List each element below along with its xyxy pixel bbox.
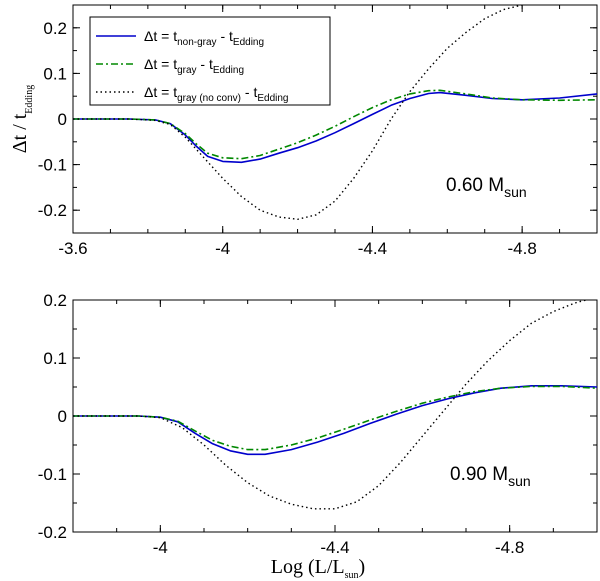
legend-entry-gray-no-conv-mid: - t	[241, 84, 257, 100]
top-series-gray-no-conv	[73, 5, 523, 220]
legend-entry-gray-sub2: Edding	[213, 65, 244, 76]
top-ylabel: Δt / tEdding	[9, 85, 35, 153]
top-series-non-gray	[73, 91, 597, 164]
bottom-ytick-label: 0.2	[43, 291, 67, 310]
bottom-series	[73, 300, 597, 510]
top-mass-annotation: 0.60 Msun	[446, 175, 527, 200]
bottom-xlabel-end: )	[359, 556, 366, 578]
top-xtick-label: -4.8	[507, 239, 536, 258]
legend-entry-non-gray-mid: - t	[217, 28, 233, 44]
legend-box	[89, 16, 331, 106]
top-xtick-label: -4.4	[358, 239, 387, 258]
top-ytick-label: 0.2	[43, 19, 67, 38]
legend-entry-gray-no-conv-prefix: Δt = t	[144, 84, 177, 100]
top-ytick-label: 0	[58, 110, 67, 129]
top-mass-annotation-main: 0.60 M	[446, 175, 504, 196]
top-xtick-label: -4	[215, 239, 230, 258]
legend-entry-non-gray: Δt = tnon-gray - tEdding	[144, 28, 264, 48]
top-series	[73, 5, 597, 220]
legend-entry-gray: Δt = tgray - tEdding	[144, 56, 244, 76]
bottom-series-gray	[73, 385, 597, 451]
bottom-xlabel-main: Log (L/L	[271, 556, 345, 578]
top-ylabel-main: Δt / t	[9, 113, 31, 153]
legend-entry-gray-mid: - t	[197, 56, 213, 72]
bottom-ytick-label: 0.1	[43, 349, 67, 368]
legend-entry-non-gray-sub1: non-gray	[177, 37, 216, 48]
top-xtick-label: -3.6	[58, 239, 87, 258]
legend-entry-non-gray-sub2: Edding	[233, 37, 264, 48]
bottom-mass-annotation-main: 0.90 M	[450, 464, 508, 485]
top-ytick-label: 0.1	[43, 64, 67, 83]
top-ticks: -3.6 -4 -4.4 -4.8 -0.2 -0.1 0 0.1 0.2	[38, 4, 598, 258]
bottom-xtick-label: -4.4	[320, 538, 349, 557]
legend-entry-gray-no-conv-sub1: gray (no conv)	[177, 93, 241, 104]
top-series-gray	[73, 89, 597, 160]
bottom-panel: -4 -4.4 -4.8-0.2-0.100.10.2 0.90 Msun Log …	[38, 291, 598, 581]
bottom-ytick-label: 0	[58, 407, 67, 426]
bottom-series-non-gray	[73, 385, 597, 456]
legend: Δt = tnon-gray - tEdding Δt = tgray - tE…	[89, 16, 331, 106]
top-ytick-label: -0.1	[38, 156, 67, 175]
top-panel: -3.6 -4 -4.4 -4.8-0.2-0.100.10.2 Δt / tEddi…	[9, 4, 598, 258]
bottom-series-gray-no-conv	[73, 300, 589, 510]
top-mass-annotation-sub: sun	[504, 184, 527, 200]
bottom-xtick-label: -4.8	[495, 538, 524, 557]
legend-entry-gray-no-conv: Δt = tgray (no conv) - tEdding	[144, 84, 289, 104]
top-ylabel-sub: Edding	[24, 85, 35, 114]
bottom-xtick-label: -4	[153, 538, 168, 557]
legend-entry-gray-prefix: Δt = t	[144, 56, 177, 72]
top-ytick-label: -0.2	[38, 201, 67, 220]
legend-entry-gray-sub1: gray	[177, 65, 196, 76]
bottom-mass-annotation-sub: sun	[508, 473, 531, 489]
bottom-xlabel-sub: sun	[345, 570, 359, 581]
bottom-ytick-label: -0.2	[38, 523, 67, 542]
bottom-ticks: -4 -4.4 -4.8 -0.2 -0.1 0 0.1 0.2	[38, 291, 598, 557]
legend-entry-gray-no-conv-sub2: Edding	[257, 93, 288, 104]
bottom-xlabel: Log (L/Lsun)	[271, 556, 365, 581]
bottom-ytick-label: -0.1	[38, 465, 67, 484]
bottom-mass-annotation: 0.90 Msun	[450, 464, 531, 489]
legend-entry-non-gray-prefix: Δt = t	[144, 28, 177, 44]
